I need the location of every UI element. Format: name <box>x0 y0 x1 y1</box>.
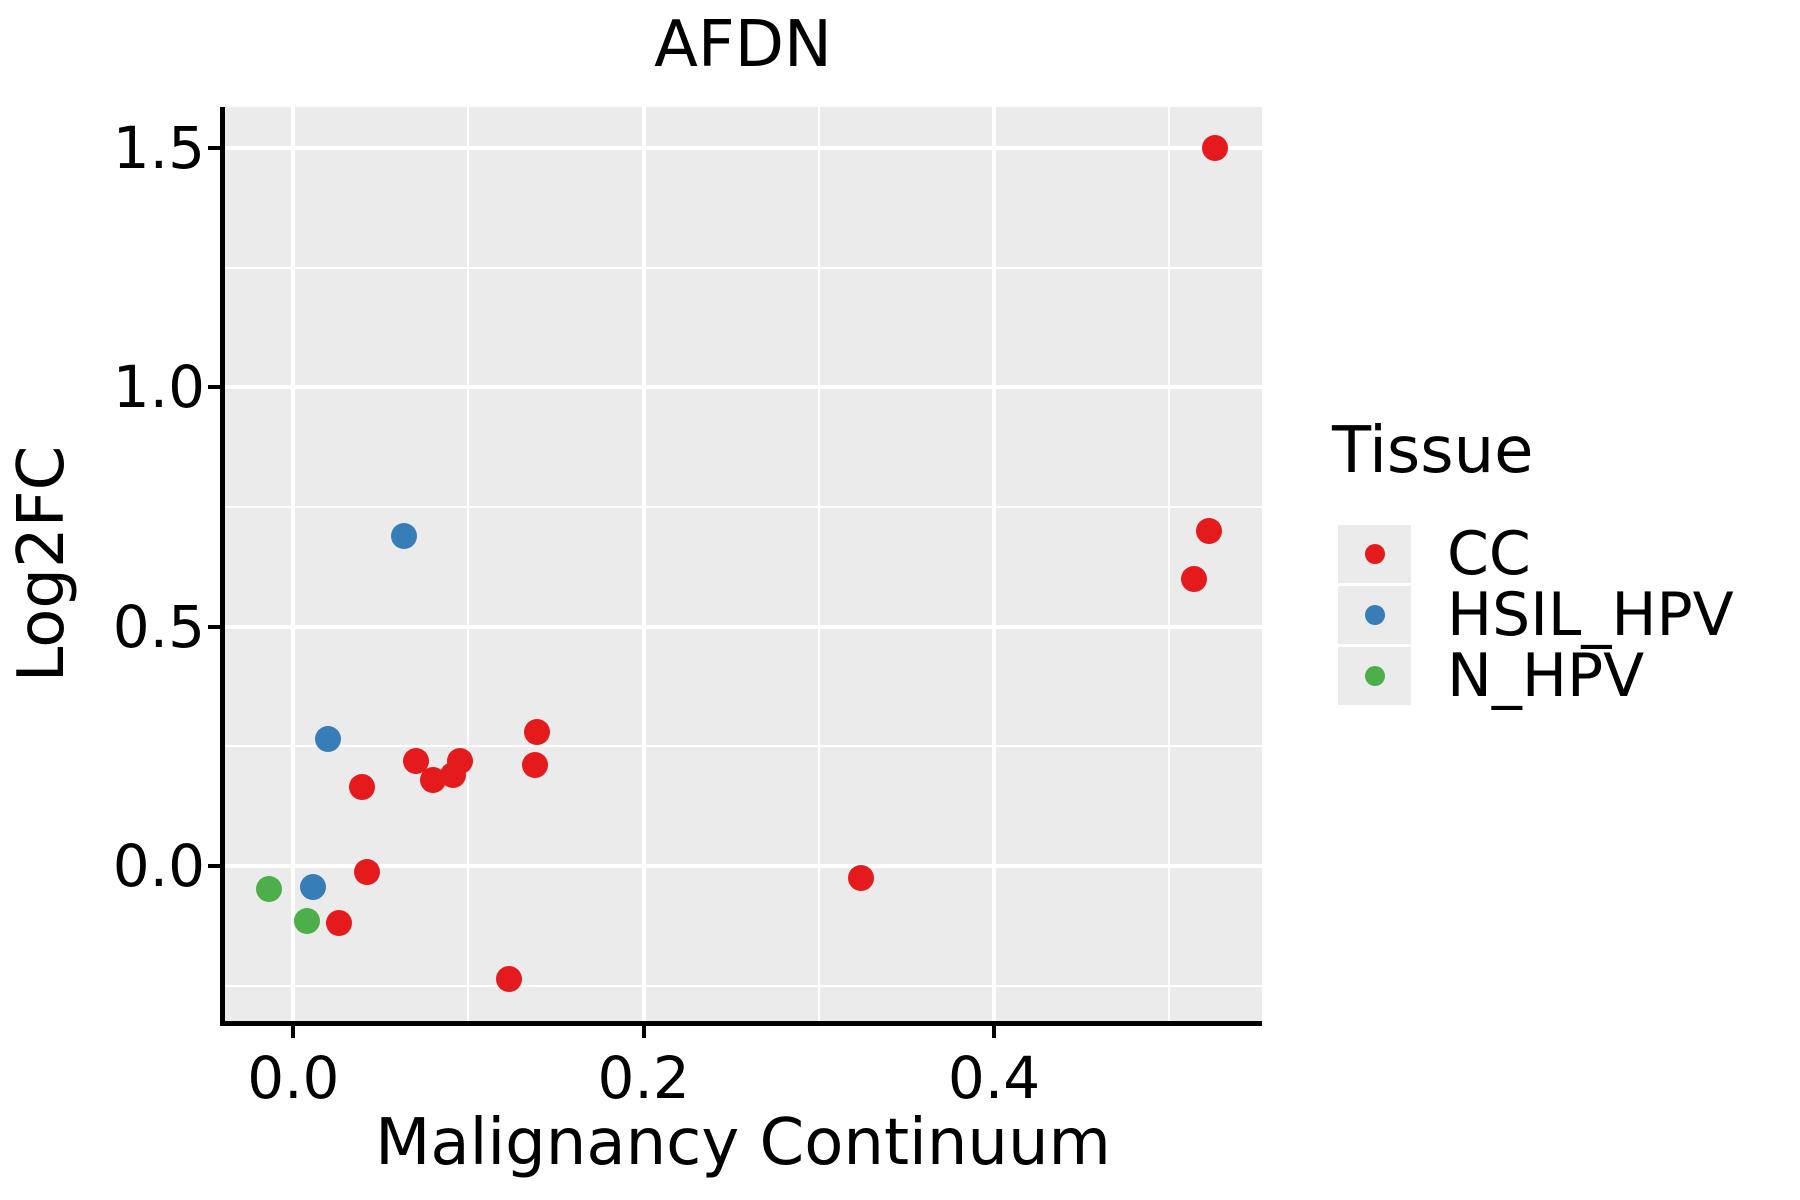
data-point-hsil_hpv <box>315 726 342 753</box>
data-point-cc <box>420 766 447 793</box>
legend-title: Tissue <box>1332 414 1534 488</box>
legend-entry-n_hpv: N_HPV <box>1332 641 1734 711</box>
legend-key-box <box>1338 646 1411 705</box>
data-point-cc <box>325 910 352 937</box>
legend-key-box <box>1338 524 1411 583</box>
gridline-x-major <box>641 107 646 1021</box>
data-point-cc <box>353 858 380 885</box>
gridline-y-major <box>225 624 1262 629</box>
legend-entries: CC HSIL_HPV N_HPV <box>1332 519 1734 711</box>
legend-entry-cc: CC <box>1332 519 1734 589</box>
y-tick-mark <box>208 863 220 868</box>
y-tick-label: 0.5 <box>112 592 205 661</box>
y-tick-label: 1.0 <box>112 353 205 422</box>
x-tick-mark <box>991 1026 996 1038</box>
plot-title: AFDN <box>654 8 832 82</box>
x-tick-label: 0.0 <box>247 1044 340 1112</box>
data-point-cc <box>495 965 522 992</box>
data-point-cc <box>522 752 549 779</box>
data-point-cc <box>1180 565 1207 592</box>
y-tick-label: 1.5 <box>112 114 205 183</box>
gridline-y-minor <box>225 506 1262 509</box>
gridline-y-major <box>225 385 1262 390</box>
legend-key-box <box>1338 585 1411 644</box>
legend-marker-cc <box>1364 543 1385 564</box>
data-point-cc <box>1196 517 1223 544</box>
y-tick-mark <box>208 146 220 151</box>
data-point-hsil_hpv <box>299 874 326 900</box>
legend-entry-label: HSIL_HPV <box>1447 579 1734 650</box>
data-point-n_hpv <box>294 907 321 934</box>
y-tick-mark <box>208 624 220 629</box>
data-point-cc <box>523 718 550 745</box>
x-axis-title: Malignancy Continuum <box>375 1106 1111 1180</box>
x-tick-label: 0.2 <box>597 1044 690 1112</box>
x-tick-label: 0.4 <box>947 1044 1041 1112</box>
data-point-cc <box>348 773 375 800</box>
legend-entry-label: CC <box>1447 518 1531 589</box>
y-tick-label: 0.0 <box>112 831 205 900</box>
gridline-x-major <box>991 107 996 1021</box>
gridline-y-major <box>225 146 1262 151</box>
x-tick-mark <box>291 1026 296 1038</box>
gridline-x-minor <box>817 107 820 1021</box>
data-point-cc <box>847 864 874 891</box>
legend-marker-hsil_hpv <box>1364 604 1385 625</box>
gridline-x-major <box>291 107 296 1021</box>
data-point-hsil_hpv <box>390 522 417 549</box>
gridline-y-minor <box>225 266 1262 269</box>
gridline-y-minor <box>225 984 1262 987</box>
legend-entry-label: N_HPV <box>1447 640 1645 711</box>
plot-panel <box>225 107 1262 1021</box>
data-point-cc <box>402 747 429 774</box>
y-axis-line <box>220 107 225 1026</box>
y-tick-mark <box>208 385 220 390</box>
x-axis-line <box>220 1021 1262 1026</box>
data-point-n_hpv <box>255 875 282 902</box>
gridline-x-minor <box>1168 107 1171 1021</box>
legend-marker-n_hpv <box>1364 665 1385 686</box>
x-tick-mark <box>641 1026 646 1038</box>
gridline-y-major <box>225 863 1262 868</box>
gridline-x-minor <box>467 107 470 1021</box>
legend: Tissue CC HSIL_HPV N_HPV <box>1332 414 1734 711</box>
gridline-y-minor <box>225 745 1262 748</box>
data-point-cc <box>1201 135 1228 162</box>
legend-entry-hsil_hpv: HSIL_HPV <box>1332 580 1734 650</box>
